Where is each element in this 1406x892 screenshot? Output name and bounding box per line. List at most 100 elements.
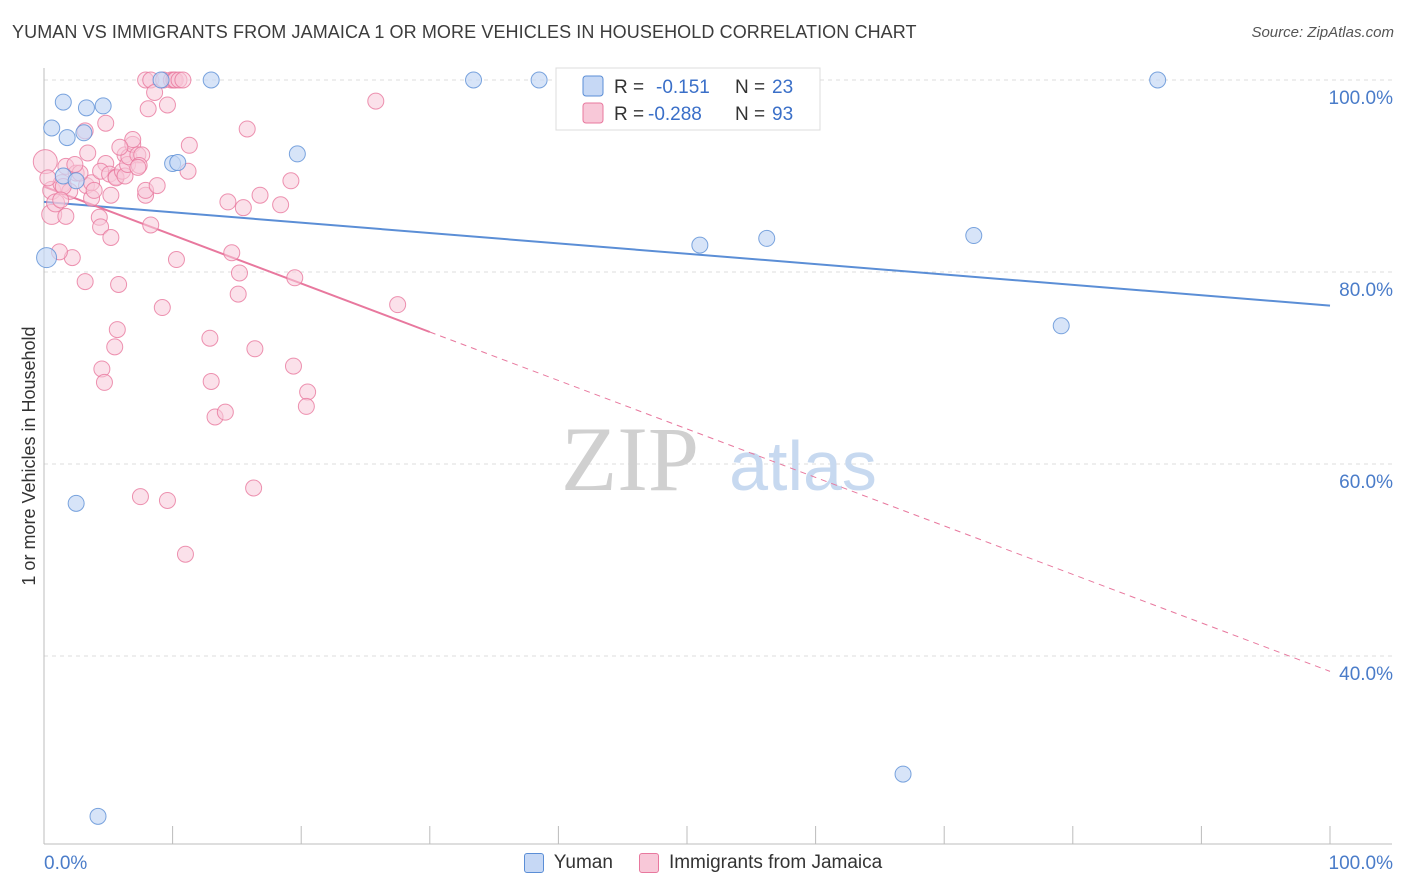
data-point-jamaica [131, 488, 149, 506]
data-point-jamaica [108, 321, 126, 339]
y-tick-label: 100.0% [1329, 88, 1394, 109]
legend-swatch-yuman [523, 853, 544, 873]
data-point-yuman [965, 227, 983, 245]
data-point-jamaica [367, 92, 385, 110]
y-tick-label: 60.0% [1339, 472, 1393, 493]
source-label: Source: ZipAtlas.com [1251, 24, 1394, 41]
legend-item-jamaica[interactable]: Immigrants from Jamaica [638, 852, 883, 874]
x-tick-label: 0.0% [44, 853, 87, 874]
data-point-yuman [43, 119, 61, 137]
data-point-jamaica [148, 177, 166, 195]
data-point-jamaica [158, 96, 176, 114]
data-point-jamaica [201, 329, 219, 347]
data-point-jamaica [95, 373, 113, 391]
y-tick-label: 80.0% [1339, 280, 1393, 301]
data-point-yuman [67, 172, 85, 190]
watermark-atlas: atlas [729, 427, 877, 505]
data-point-yuman [1149, 71, 1167, 89]
gridlines [44, 79, 1392, 657]
legend-label-yuman: Yuman [553, 852, 613, 873]
chart-title: YUMAN VS IMMIGRANTS FROM JAMAICA 1 OR MO… [12, 22, 917, 42]
stats-r-value-2: -0.288 [648, 104, 702, 125]
data-point-jamaica [176, 545, 194, 563]
stats-n-label-2: N = [735, 104, 765, 125]
stats-n-value-1: 23 [772, 77, 793, 98]
data-point-yuman [67, 494, 85, 512]
data-point-jamaica [57, 207, 75, 225]
axes [43, 68, 1392, 845]
data-point-jamaica [389, 296, 407, 314]
stats-swatch-yuman [582, 75, 604, 97]
data-point-jamaica [238, 120, 256, 138]
data-point-jamaica [282, 172, 300, 190]
series-legend: Yuman Immigrants from Jamaica [0, 852, 1406, 874]
tick-labels: 40.0% 60.0% 80.0% 100.0% 0.0% 100.0% [44, 88, 1393, 874]
stats-n-value-2: 93 [772, 104, 793, 125]
data-point-jamaica [180, 136, 198, 154]
data-point-jamaica [251, 186, 269, 204]
data-point-yuman [202, 71, 220, 89]
stats-swatch-jamaica [582, 102, 604, 124]
data-point-jamaica [223, 244, 241, 262]
stats-n-label-1: N = [735, 77, 765, 98]
data-point-jamaica [76, 273, 94, 291]
trend-line-yuman [43, 200, 1331, 307]
data-point-jamaica [52, 191, 70, 209]
data-point-jamaica [92, 218, 110, 236]
data-point-jamaica [142, 216, 160, 234]
data-point-jamaica [106, 338, 124, 356]
data-point-jamaica [229, 285, 247, 303]
data-point-jamaica [272, 196, 290, 214]
data-point-jamaica [97, 114, 115, 132]
data-point-yuman [758, 229, 776, 247]
data-point-jamaica [230, 264, 248, 282]
data-point-jamaica [102, 186, 120, 204]
data-point-yuman [1052, 317, 1070, 335]
data-point-yuman [465, 71, 483, 89]
data-point-jamaica [297, 397, 315, 415]
stats-legend: R = -0.151 N = 23 R = -0.288 N = 93 [555, 67, 821, 131]
data-point-yuman [36, 247, 58, 269]
data-point-jamaica [102, 228, 120, 246]
stats-r-label-1: R = [614, 77, 644, 98]
data-point-jamaica [124, 131, 142, 149]
data-point-jamaica [216, 403, 234, 421]
data-point-yuman [691, 236, 709, 254]
data-point-jamaica [202, 372, 220, 390]
data-point-yuman [530, 71, 548, 89]
data-point-jamaica [299, 383, 317, 401]
y-axis-label: 1 or more Vehicles in Household [19, 326, 39, 585]
data-point-jamaica [153, 299, 171, 317]
data-point-yuman [54, 93, 72, 111]
data-point-jamaica [245, 479, 263, 497]
data-point-jamaica [110, 275, 128, 293]
data-point-yuman [94, 97, 112, 115]
data-point-jamaica [111, 138, 129, 156]
data-point-jamaica [129, 158, 147, 176]
data-point-jamaica [158, 491, 176, 509]
data-point-yuman [169, 154, 187, 172]
legend-label-jamaica: Immigrants from Jamaica [668, 852, 883, 873]
data-point-yuman [58, 129, 76, 147]
watermark-zip: ZIP [561, 408, 699, 510]
data-point-yuman [77, 99, 95, 117]
data-point-jamaica [219, 193, 237, 211]
data-point-jamaica [286, 269, 304, 287]
data-point-jamaica [139, 100, 157, 118]
data-point-jamaica [79, 144, 97, 162]
x-tick-label: 100.0% [1329, 853, 1394, 874]
data-point-jamaica [246, 340, 264, 358]
data-points [32, 71, 1167, 825]
data-point-jamaica [39, 169, 57, 187]
stats-r-value-1: -0.151 [656, 77, 710, 98]
data-point-jamaica [85, 181, 103, 199]
data-point-jamaica [284, 357, 302, 375]
data-point-yuman [75, 124, 93, 142]
data-point-yuman [288, 145, 306, 163]
legend-item-yuman[interactable]: Yuman [523, 852, 613, 874]
stats-r-label-2: R = [614, 104, 644, 125]
data-point-jamaica [167, 251, 185, 269]
y-tick-label: 40.0% [1339, 664, 1393, 685]
data-point-jamaica [234, 199, 252, 217]
